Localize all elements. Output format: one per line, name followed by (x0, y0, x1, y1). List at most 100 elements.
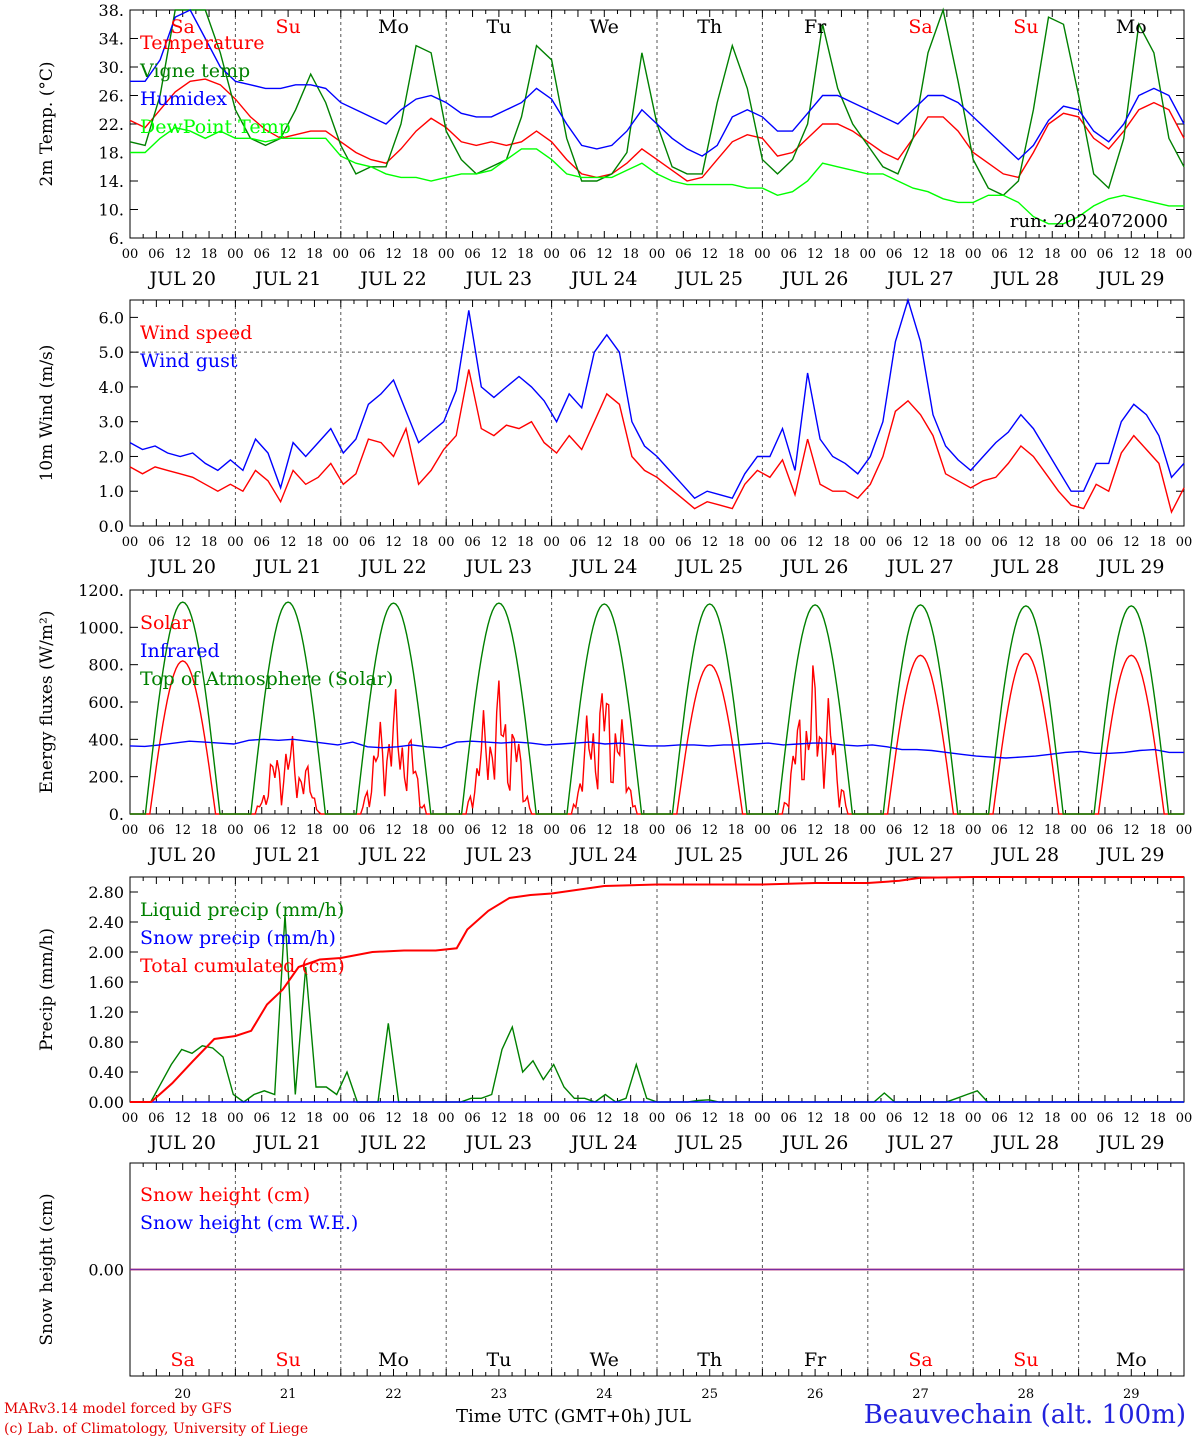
panel-2-date-label: JUL 20 (147, 556, 215, 578)
panel-3-y-axis-label: Energy fluxes (W/m²) (37, 611, 57, 794)
panel-4-hour-label: 06 (464, 1111, 481, 1126)
day-number-label: 28 (1018, 1387, 1035, 1400)
weekday-label-bottom: Th (697, 1349, 722, 1371)
panel-1-hour-label: 18 (833, 247, 850, 262)
panel-1-hour-label: 06 (1097, 247, 1114, 262)
panel-2-hour-label: 12 (491, 535, 508, 550)
panel-2-hour-label: 00 (1070, 535, 1087, 550)
panel-3-frame (129, 589, 1185, 815)
weekday-label-bottom: We (590, 1349, 619, 1371)
panel-1-hour-label: 18 (1044, 247, 1061, 262)
panel-3-hour-label: 18 (306, 823, 323, 838)
panel-1-hour-label: 12 (596, 247, 613, 262)
panel-2-hour-label: 18 (306, 535, 323, 550)
panel-4-hour-label: 12 (912, 1111, 929, 1126)
run-label: run: 2024072000 (1010, 211, 1168, 232)
panel-3-hour-label: 12 (385, 823, 402, 838)
panel-2-hour-label: 18 (833, 535, 850, 550)
panel-4-legend-entry: Snow precip (mm/h) (140, 927, 336, 949)
weekday-label-bottom: Fr (804, 1349, 827, 1371)
day-number-label: 21 (280, 1387, 297, 1400)
panel-1-y-tick-label: 34. (99, 30, 124, 49)
panel-3-hour-label: 06 (148, 823, 165, 838)
panel-3-series-top-of-atmosphere-solar (130, 601, 1184, 815)
panel-3-hour-label: 00 (1070, 823, 1087, 838)
weekday-label-bottom: Tu (486, 1349, 511, 1371)
panel-2-y-tick-label: 1.0 (99, 482, 124, 501)
panel-1-date-label: JUL 25 (674, 268, 742, 290)
panel-2-hour-label: 06 (886, 535, 903, 550)
panel-3-date-label: JUL 23 (464, 844, 532, 866)
panel-3-y-tick-label: 400. (88, 730, 124, 749)
weekday-label-top: Mo (1116, 16, 1147, 38)
weekday-label-top: We (590, 16, 619, 38)
panel-3-hour-label: 12 (596, 823, 613, 838)
panel-1-hour-label: 12 (701, 247, 718, 262)
panel-3-hour-label: 12 (1123, 823, 1140, 838)
panel-4-hour-label: 00 (438, 1111, 455, 1126)
panel-4-date-label: JUL 25 (674, 1132, 742, 1154)
panel-3-hour-label: 00 (333, 823, 350, 838)
panel-1-date-label: JUL 20 (147, 268, 215, 290)
panel-1-hour-label: 00 (1176, 247, 1193, 262)
panel-3-hour-label: 18 (201, 823, 218, 838)
panel-3-hour-label: 00 (965, 823, 982, 838)
panel-3-date-label: JUL 28 (991, 844, 1059, 866)
panel-3-hour-label: 12 (491, 823, 508, 838)
panel-4-hour-label: 00 (649, 1111, 666, 1126)
panel-4-hour-label: 00 (543, 1111, 560, 1126)
panel-2-hour-label: 18 (412, 535, 429, 550)
panel-4-hour-label: 00 (122, 1111, 139, 1126)
panel-2-hour-label: 12 (1123, 535, 1140, 550)
weekday-label-top: Th (697, 16, 722, 38)
panel-3-hour-label: 00 (227, 823, 244, 838)
panel-4-hour-label: 12 (491, 1111, 508, 1126)
panel-3-y-tick-label: 1000. (78, 618, 124, 637)
panel-3-hour-label: 00 (649, 823, 666, 838)
panel-1-hour-label: 12 (174, 247, 191, 262)
panel-2-y-tick-label: 2.0 (99, 447, 124, 466)
panel-4-y-tick-label: 1.20 (88, 1003, 124, 1022)
panel-3-hour-label: 18 (517, 823, 534, 838)
panel-1-y-tick-label: 22. (99, 115, 124, 134)
weekday-label-top: Su (275, 16, 300, 38)
panel-1-date-label: JUL 21 (253, 268, 321, 290)
panel-1-y-tick-label: 18. (99, 144, 124, 163)
weekday-label-bottom: Sa (171, 1349, 195, 1371)
panel-4-date-label: JUL 27 (885, 1132, 953, 1154)
panel-1-y-tick-label: 10. (99, 201, 124, 220)
panel-3-hour-label: 06 (886, 823, 903, 838)
panel-4-y-axis-label: Precip (mm/h) (37, 928, 57, 1051)
panel-2-hour-label: 06 (464, 535, 481, 550)
panel-1-hour-label: 12 (280, 247, 297, 262)
day-number-label: 26 (807, 1387, 824, 1400)
panel-2-hour-label: 12 (174, 535, 191, 550)
panel-4-hour-label: 00 (227, 1111, 244, 1126)
panel-1-hour-label: 12 (1018, 247, 1035, 262)
panel-5-y-axis-label: Snow height (cm) (37, 1193, 57, 1345)
panel-3-hour-label: 18 (412, 823, 429, 838)
panel-4-hour-label: 00 (1176, 1111, 1193, 1126)
panel-1-hour-label: 12 (385, 247, 402, 262)
panel-1-hour-label: 00 (1070, 247, 1087, 262)
panel-2-legend-entry: Wind gust (140, 350, 238, 372)
panel-2-hour-label: 12 (280, 535, 297, 550)
panel-2-date-label: JUL 27 (885, 556, 953, 578)
panel-4-date-label: JUL 24 (569, 1132, 637, 1154)
panel-1-y-tick-label: 30. (99, 58, 124, 77)
panel-3-legend-entry: Top of Atmosphere (Solar) (140, 668, 393, 690)
panel-2-hour-label: 00 (333, 535, 350, 550)
panel-4-hour-label: 06 (1097, 1111, 1114, 1126)
panel-4-hour-label: 18 (833, 1111, 850, 1126)
panel-3-y-tick-label: 0. (109, 805, 124, 824)
panel-2-date-label: JUL 23 (464, 556, 532, 578)
panel-2-hour-label: 06 (675, 535, 692, 550)
panel-2-hour-label: 12 (385, 535, 402, 550)
panel-2-hour-label: 00 (122, 535, 139, 550)
panel-4-hour-label: 06 (991, 1111, 1008, 1126)
panel-3-date-label: JUL 27 (885, 844, 953, 866)
panel-2-series-wind-gust (129, 297, 1185, 500)
panel-3-hour-label: 00 (1176, 823, 1193, 838)
panel-2-date-label: JUL 29 (1096, 556, 1164, 578)
